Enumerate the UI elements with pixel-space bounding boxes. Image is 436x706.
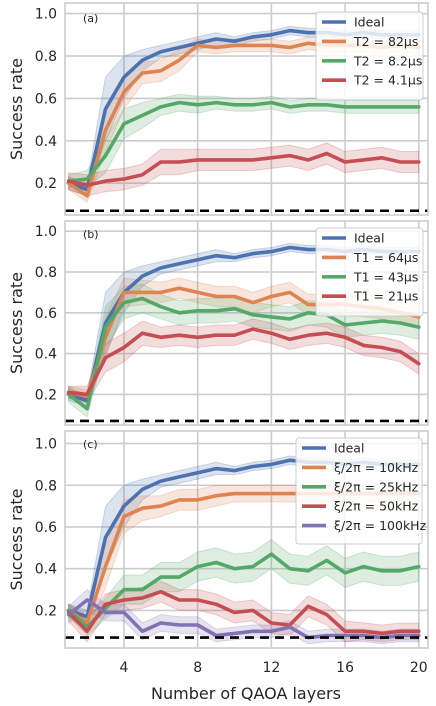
confidence-band-series-3	[68, 93, 420, 188]
legend-label-series-5: ξ/2π = 100kHz	[334, 518, 427, 533]
legend-label-series-1: Ideal	[354, 15, 384, 30]
panel-label: (b)	[83, 228, 99, 241]
y-axis-label: Success rate	[7, 489, 26, 591]
y-tick-label: 0.4	[35, 347, 57, 363]
x-axis-label: Number of QAOA layers	[151, 684, 341, 703]
legend: Ideal T1 = 64μs T1 = 43μs T1 = 21μs	[315, 227, 424, 317]
panel-frame	[64, 2, 429, 216]
confidence-band-series-5	[68, 588, 420, 645]
y-axis-label: Success rate	[7, 272, 26, 374]
legend: Ideal T2 = 82μs T2 = 8.2μs T2 = 4.1μs	[315, 11, 424, 101]
panel-frame	[64, 220, 429, 426]
line-series-5	[66, 598, 421, 640]
panel-label: (a)	[83, 12, 98, 25]
legend-label-series-4: T1 = 21μs	[353, 289, 418, 304]
y-tick-label: 0.6	[35, 520, 57, 536]
legend-label-series-1: Ideal	[354, 231, 384, 246]
line-series-4	[66, 151, 421, 188]
legend-box	[315, 227, 424, 317]
legend-label-series-2: T1 = 64μs	[353, 250, 418, 265]
y-tick-label: 0.4	[35, 134, 57, 150]
x-tick-label: 8	[193, 660, 202, 676]
x-tick-label: 16	[336, 660, 354, 676]
legend: Ideal ξ/2π = 10kHz ξ/2π = 25kHz ξ/2π = 50kH…	[295, 437, 427, 545]
legend-label-series-3: T1 = 43μs	[353, 269, 418, 284]
y-tick-label: 1.0	[35, 7, 57, 23]
panel-frame	[64, 430, 429, 649]
legend-box	[315, 11, 424, 101]
y-tick-label: 0.2	[35, 603, 57, 619]
x-tick-label: 12	[262, 660, 280, 676]
y-tick-label: 0.8	[35, 49, 57, 65]
x-tick-label: 20	[410, 660, 428, 676]
line-series-3	[66, 552, 421, 629]
y-tick-label: 1.0	[35, 437, 57, 453]
panel-1: 0.2 0.4 0.6 0.8 1.0 Success rate (a) Ideal T2 = …	[7, 2, 429, 216]
panel-3: 0.2 0.4 0.6 0.8 1.0 Success rate (c) Ideal ξ/2π …	[7, 430, 429, 649]
legend-box	[295, 437, 423, 545]
confidence-band-series-4	[68, 318, 420, 404]
y-tick-label: 1.0	[35, 224, 57, 240]
y-axis-label: Success rate	[7, 58, 26, 160]
y-tick-label: 0.8	[35, 265, 57, 281]
legend-label-series-4: ξ/2π = 50kHz	[334, 499, 419, 514]
y-tick-label: 0.2	[35, 387, 57, 403]
legend-label-series-4: T2 = 4.1μs	[353, 73, 422, 88]
panel-2: 0.2 0.4 0.6 0.8 1.0 Success rate (b) Ideal T1 = …	[7, 220, 429, 426]
x-tick-label: 4	[120, 660, 129, 676]
y-tick-label: 0.6	[35, 91, 57, 107]
y-tick-label: 0.8	[35, 478, 57, 494]
y-tick-label: 0.6	[35, 306, 57, 322]
legend-label-series-2: T2 = 82μs	[353, 34, 418, 49]
legend-label-series-1: Ideal	[334, 441, 364, 456]
legend-label-series-3: T2 = 8.2μs	[353, 53, 422, 68]
y-tick-label: 0.4	[35, 562, 57, 578]
line-series-3	[66, 296, 421, 411]
legend-label-series-3: ξ/2π = 25kHz	[334, 479, 419, 494]
line-series-3	[66, 100, 421, 183]
line-series-4	[66, 327, 421, 397]
line-series-4	[66, 589, 421, 636]
panel-label: (c)	[83, 438, 98, 451]
y-tick-label: 0.2	[35, 176, 57, 192]
legend-label-series-2: ξ/2π = 10kHz	[334, 460, 419, 475]
